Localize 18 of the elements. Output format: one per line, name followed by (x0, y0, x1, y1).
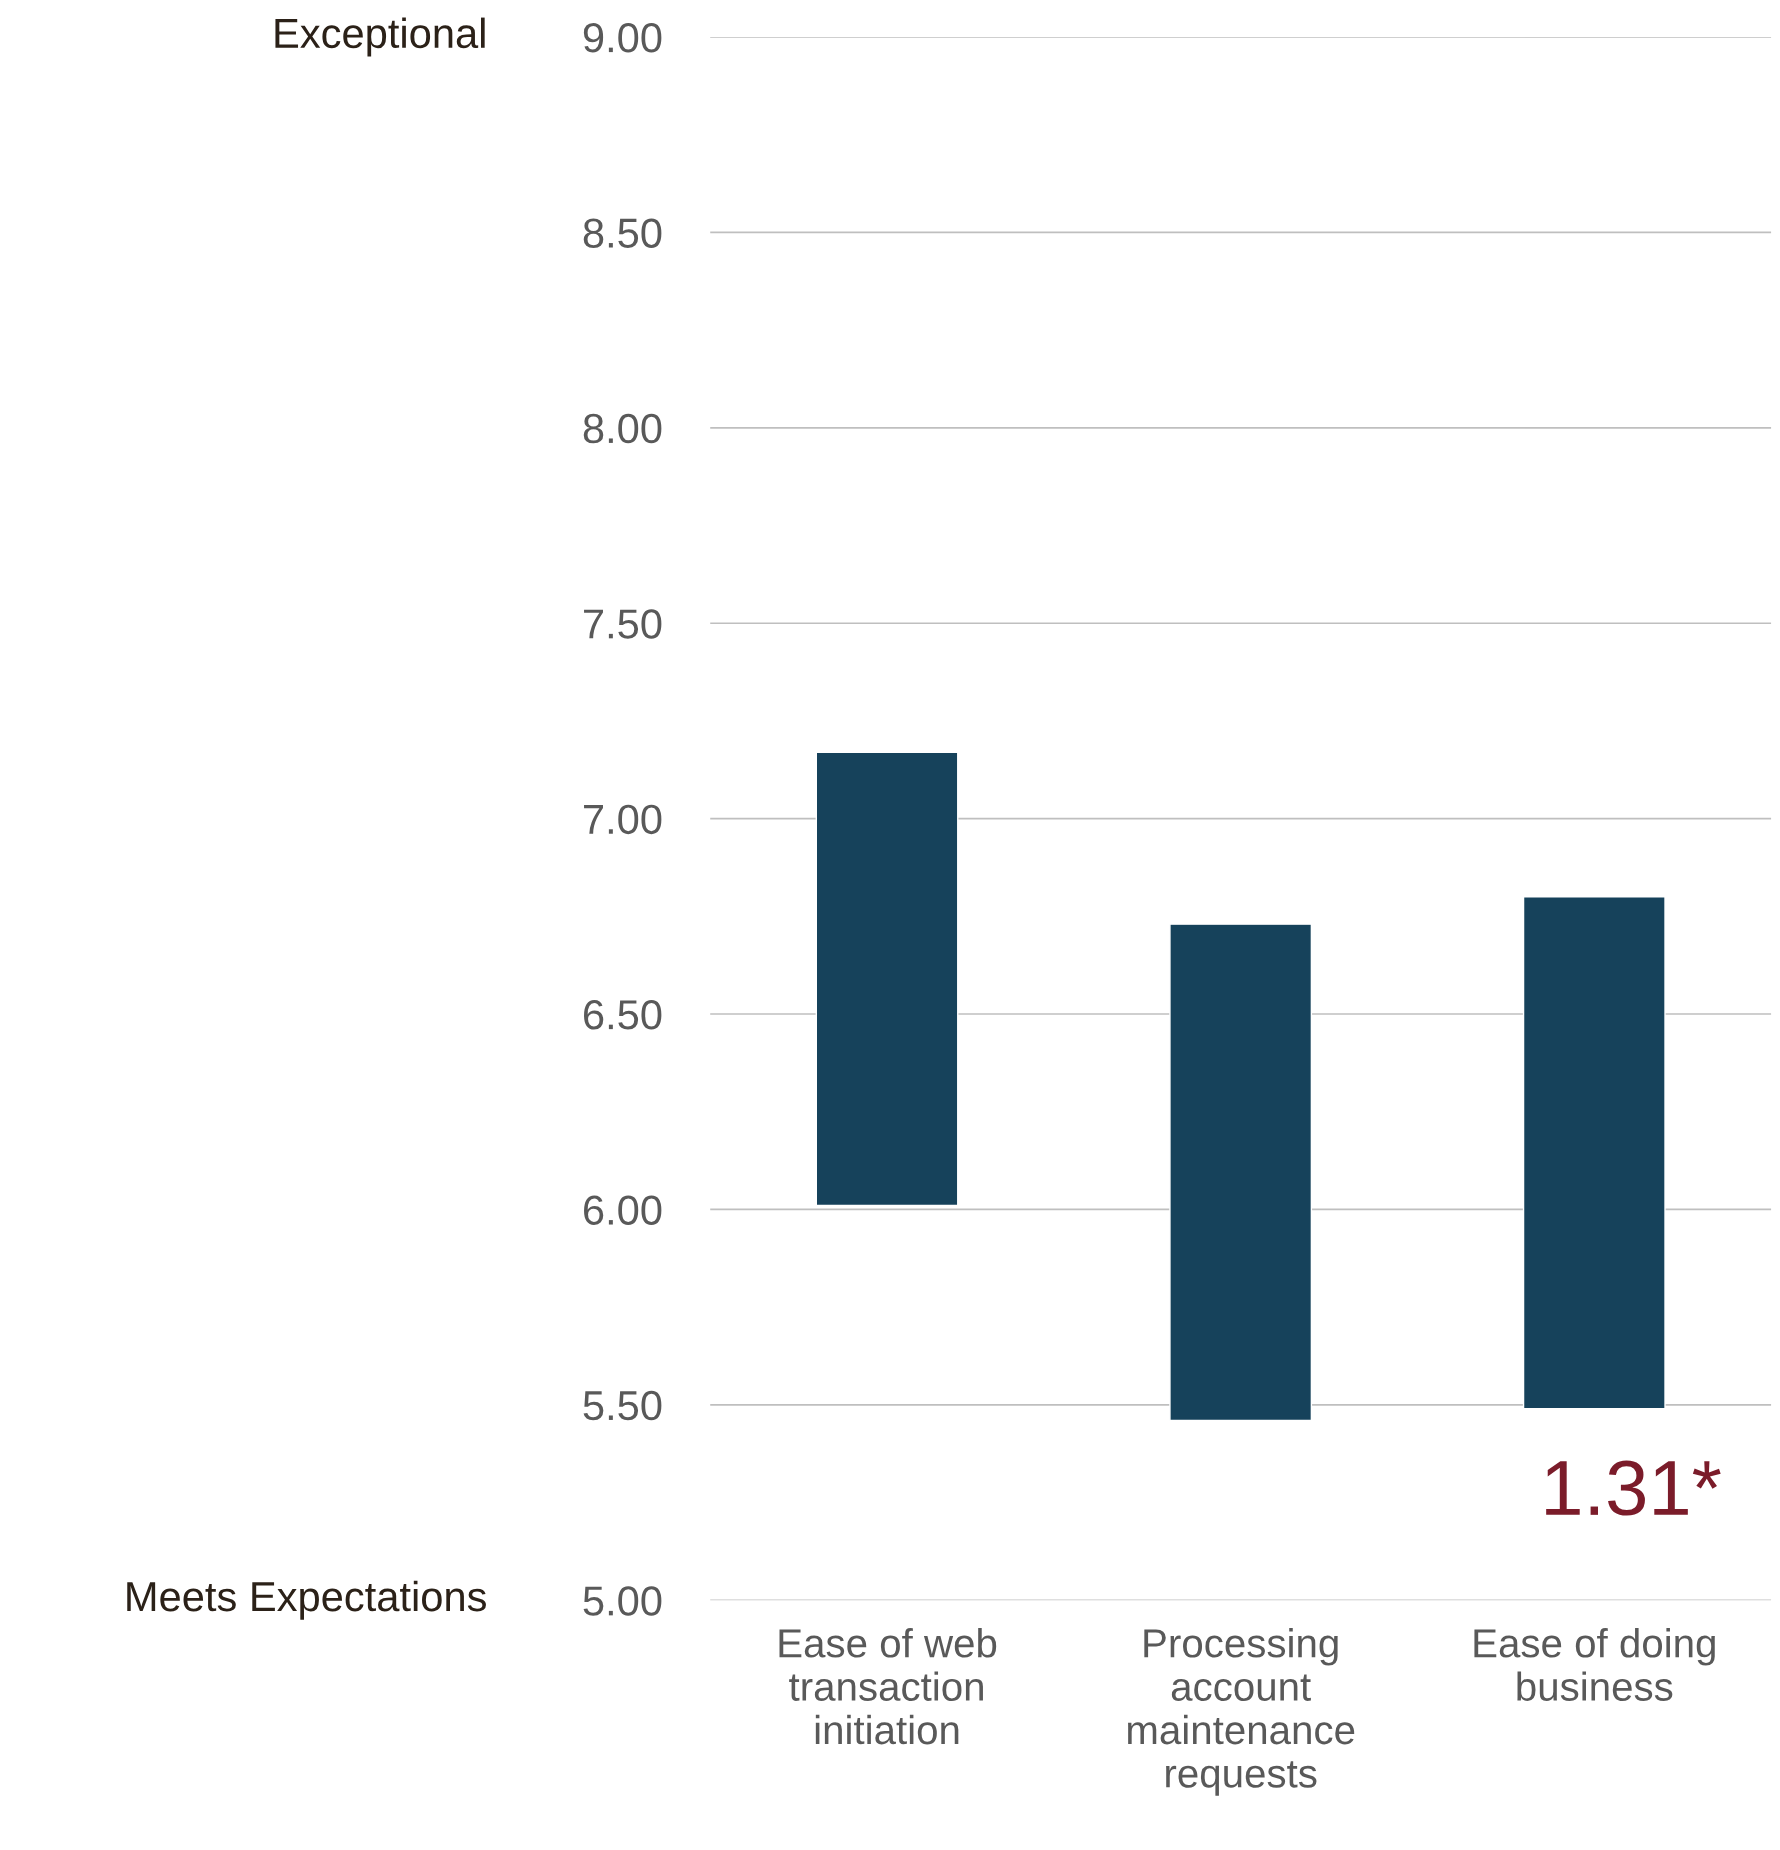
y-tick-label: 8.50 (583, 218, 662, 248)
y-tick-label: 5.00 (583, 1586, 662, 1616)
y-tick-label: 6.50 (584, 1000, 662, 1030)
text: Meets Expectations (127, 1580, 486, 1620)
y-tick-label: 8.00 (583, 413, 662, 444)
text: Exceptional (275, 17, 485, 57)
y-tick-label: 7.00 (584, 804, 662, 835)
x-tick-label: Ease of doing business (1474, 1628, 1715, 1701)
bar (815, 751, 959, 1207)
y-tick-label: 6.00 (584, 1195, 662, 1225)
y-tick-label: 7.50 (584, 609, 662, 639)
x-tick-label: Ease of web transaction initiation (779, 1628, 997, 1745)
y-tick-label: 9.00 (583, 23, 662, 53)
bar (1522, 896, 1666, 1410)
bar (1169, 923, 1313, 1422)
y-tick-label: 5.50 (583, 1390, 662, 1421)
annotation: 1.31* (1546, 1460, 1721, 1516)
x-tick-label: Processing account maintenance requests (1128, 1628, 1355, 1796)
